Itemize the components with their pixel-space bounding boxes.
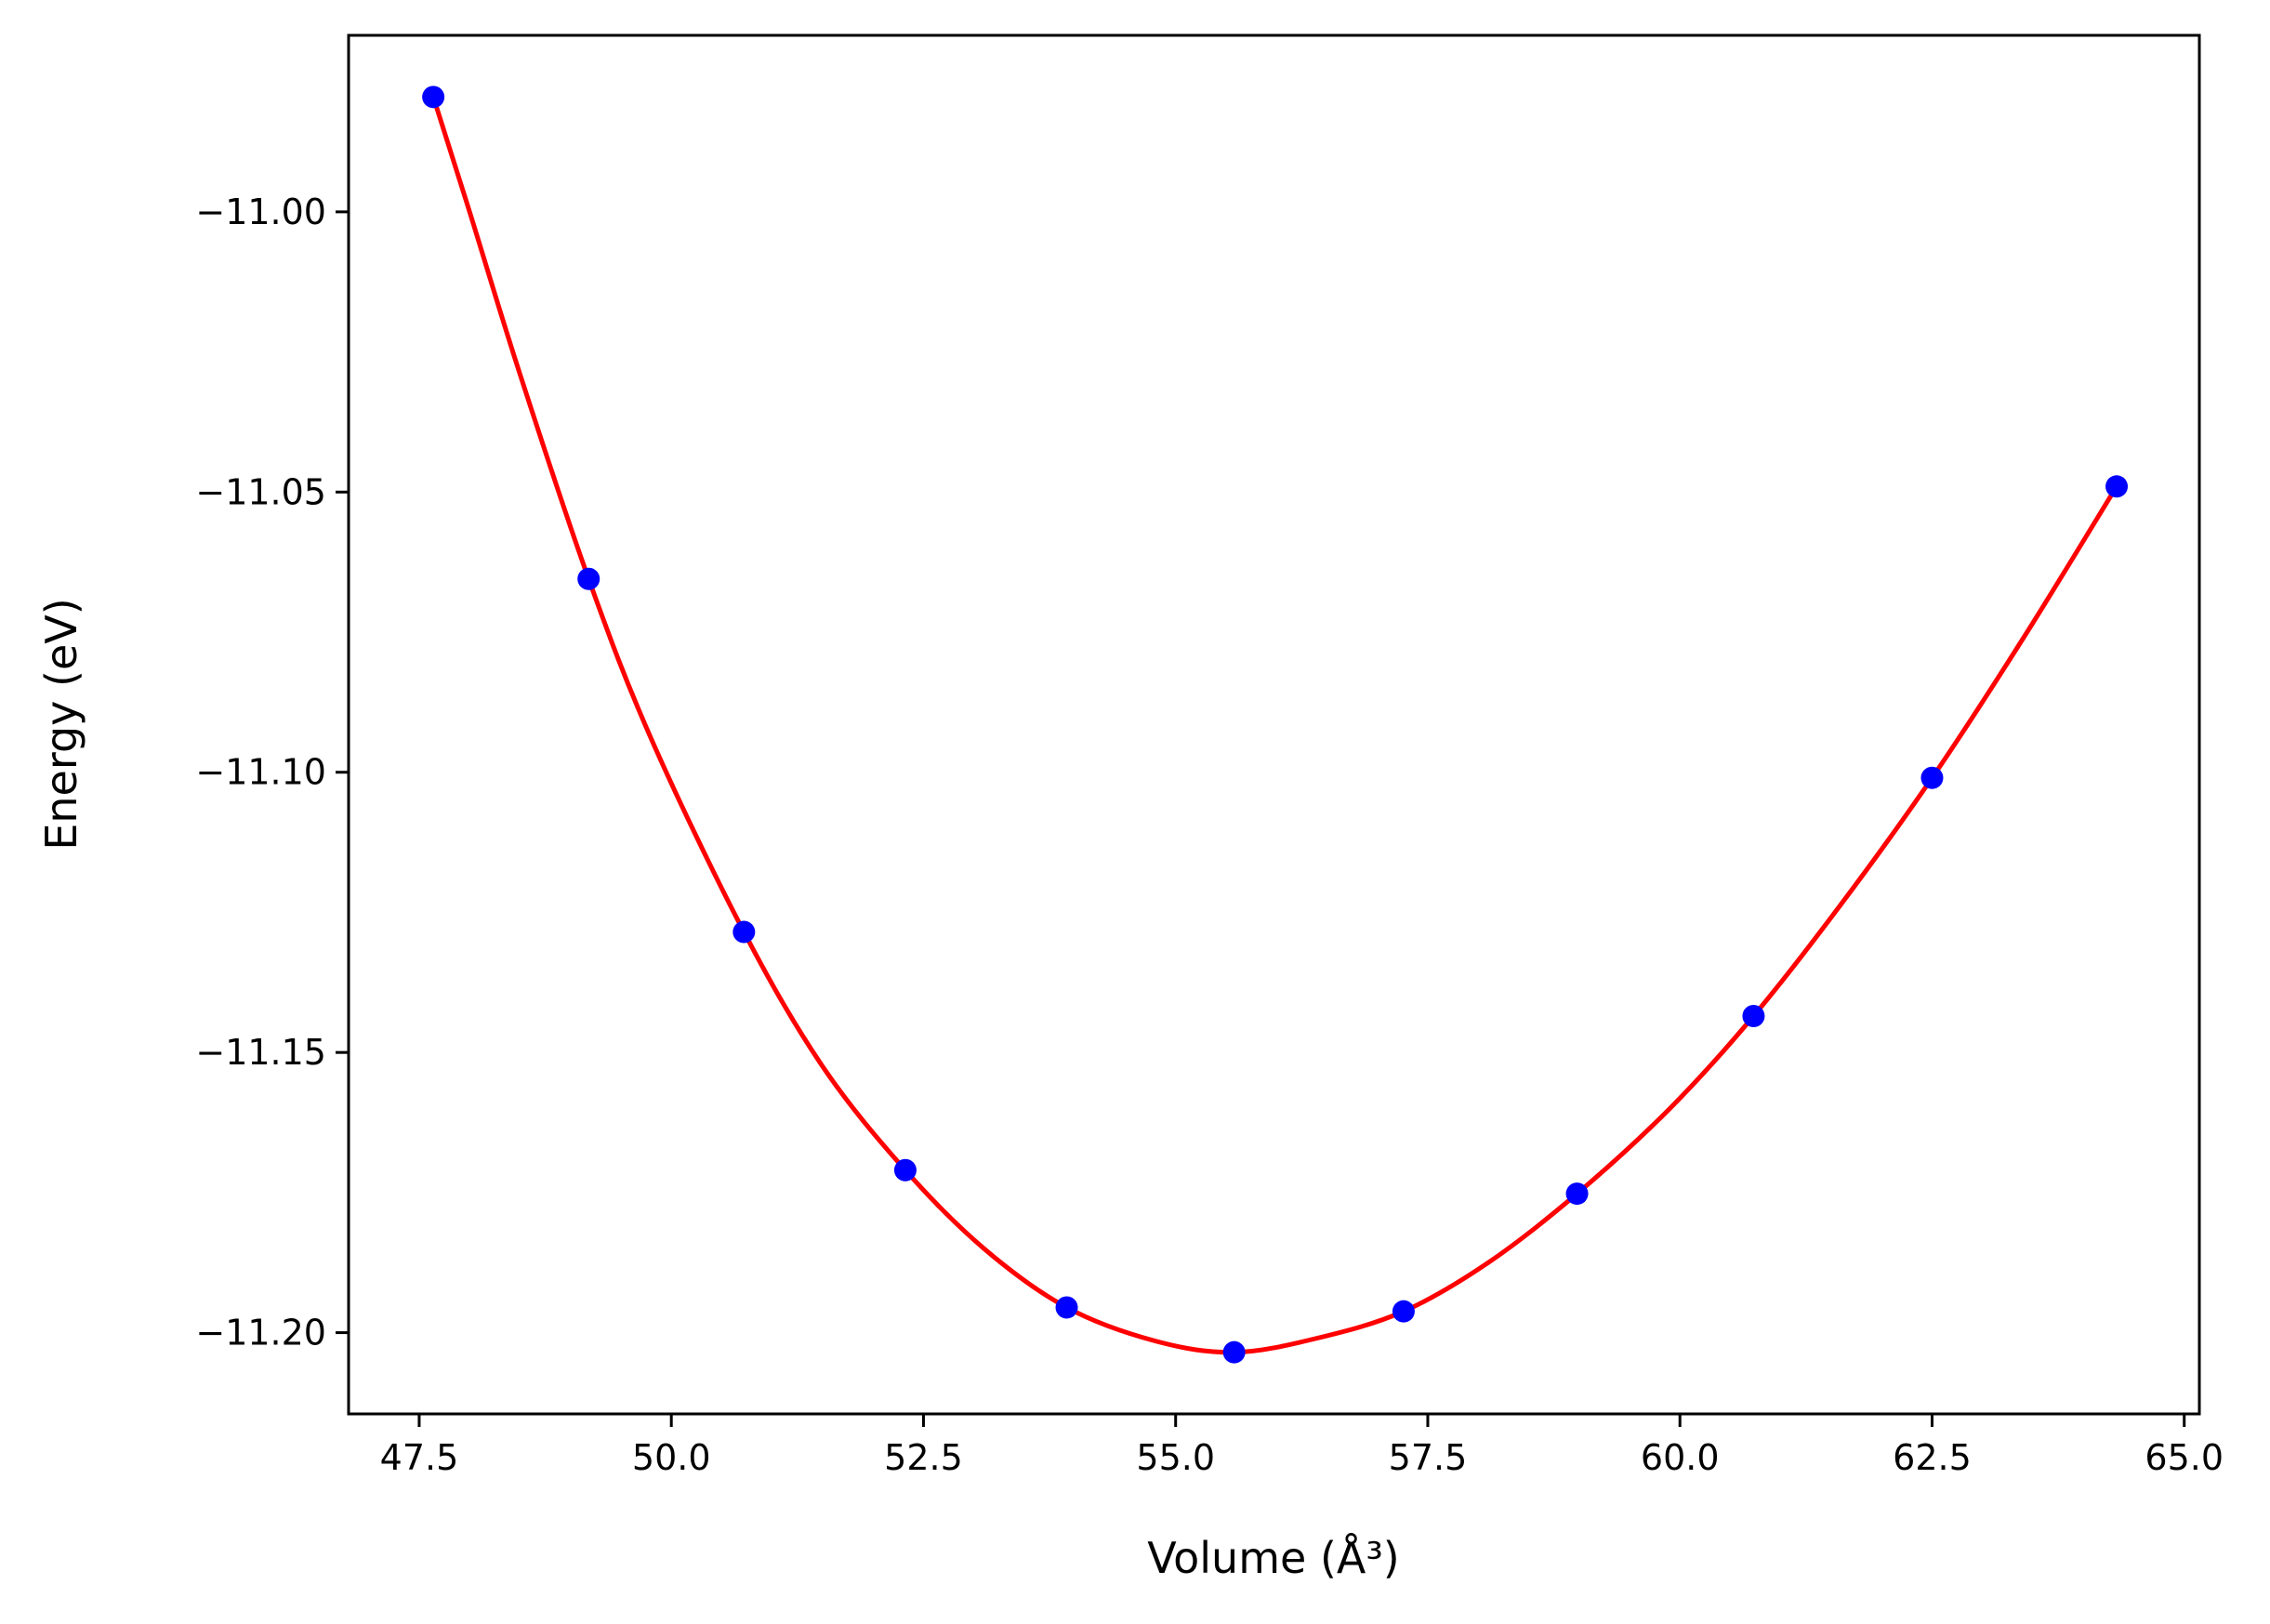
data-point <box>2105 475 2129 498</box>
y-tick-label: −11.20 <box>195 1313 326 1353</box>
x-tick-label: 55.0 <box>1136 1437 1215 1478</box>
x-tick-label: 57.5 <box>1389 1437 1468 1478</box>
data-point <box>1565 1182 1589 1206</box>
fit-curve <box>430 96 2119 1355</box>
x-tick-label: 62.5 <box>1893 1437 1972 1478</box>
y-axis-ticks: −11.00 −11.05 −11.10 −11.15 −11.20 <box>195 191 349 1353</box>
x-tick-label: 50.0 <box>632 1437 711 1478</box>
data-point <box>577 567 600 590</box>
y-tick-label: −11.10 <box>195 752 326 793</box>
x-tick-label: 60.0 <box>1641 1437 1720 1478</box>
y-tick-label: −11.15 <box>195 1032 326 1073</box>
x-tick-label: 65.0 <box>2145 1437 2224 1478</box>
x-axis-label: Volume (Å³) <box>1147 1533 1400 1583</box>
y-tick-label: −11.05 <box>195 471 326 512</box>
data-point <box>1920 766 1944 789</box>
plot-frame <box>347 33 2201 1416</box>
data-point <box>422 86 445 109</box>
x-tick-label: 52.5 <box>884 1437 963 1478</box>
data-point <box>1742 1004 1765 1027</box>
x-axis-ticks: 47.5 50.0 52.5 55.0 57.5 60.0 62.5 65.0 <box>380 1414 2224 1478</box>
plot-content <box>422 86 2129 1364</box>
y-tick-label: −11.00 <box>195 191 326 232</box>
data-point <box>732 920 756 944</box>
data-point <box>1222 1340 1246 1364</box>
data-point <box>1392 1300 1415 1323</box>
data-point <box>893 1158 917 1182</box>
data-point <box>1055 1296 1078 1319</box>
y-axis-label: Energy (eV) <box>36 598 86 850</box>
x-tick-label: 47.5 <box>380 1437 459 1478</box>
